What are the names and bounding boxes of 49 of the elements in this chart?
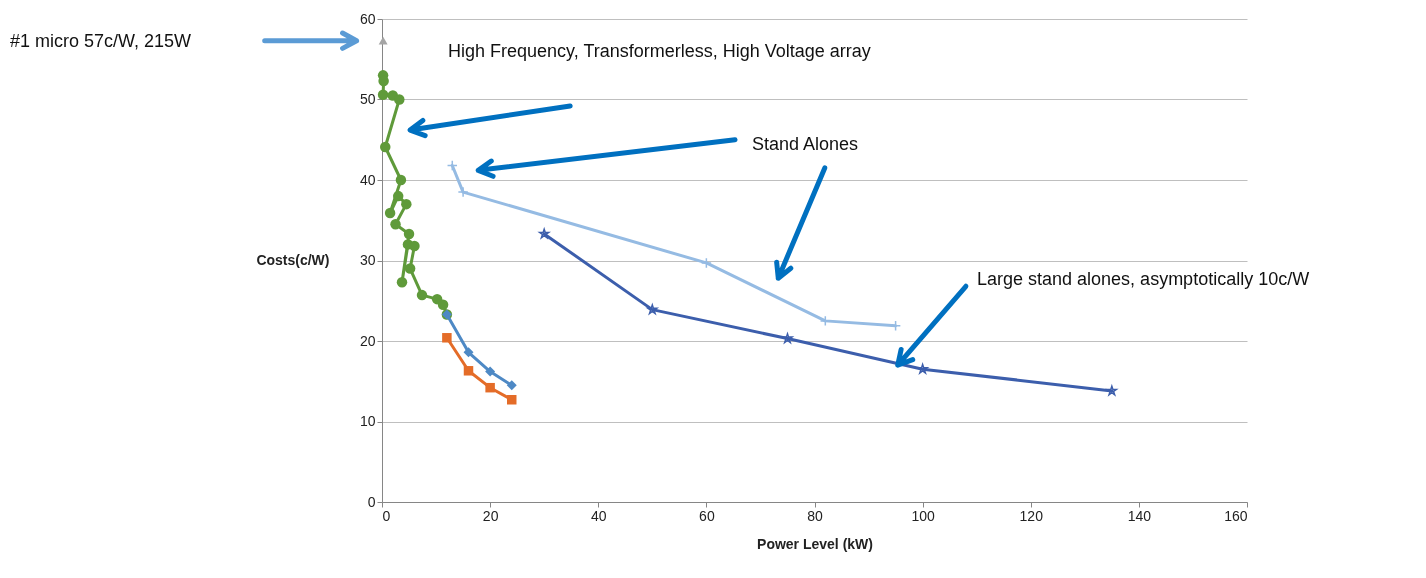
y-tick-label: 60 <box>359 10 376 27</box>
annotation: Large stand alones, asymptotically 10c/W <box>977 269 1310 289</box>
point <box>416 289 428 301</box>
point <box>485 366 496 377</box>
y-tick-label: 0 <box>367 493 376 510</box>
x-tick-label: 160 <box>1224 507 1248 524</box>
point <box>506 380 517 391</box>
point <box>384 207 396 219</box>
point <box>380 141 391 153</box>
point <box>392 190 404 202</box>
point <box>401 198 412 210</box>
point <box>507 395 517 405</box>
point <box>395 174 407 186</box>
x-tick-label: 40 <box>590 507 607 524</box>
point <box>485 382 495 393</box>
point <box>463 366 474 376</box>
point <box>700 257 712 269</box>
x-axis-title: Power Level (kW) <box>757 535 873 552</box>
y-tick-label: 10 <box>359 413 376 429</box>
y-axis-title: Costs(c/W) <box>256 251 330 268</box>
point <box>404 263 416 274</box>
text: #1 micro 57c/W, 215W <box>10 31 192 51</box>
y-tick-label: 30 <box>359 252 376 268</box>
point <box>463 347 474 358</box>
point <box>538 228 550 239</box>
point <box>1106 385 1118 396</box>
x-tick-label: 140 <box>1127 507 1152 524</box>
point <box>442 333 452 343</box>
point <box>446 160 458 171</box>
y-tick-label: 40 <box>359 171 376 188</box>
point <box>457 186 469 198</box>
x-tick-label: 60 <box>699 507 715 524</box>
point <box>409 240 420 252</box>
annotation: High Frequency, Transformerless, High Voltage array <box>448 41 871 61</box>
point <box>396 277 408 288</box>
point <box>394 94 405 105</box>
x-tick-label: 100 <box>911 507 936 524</box>
point <box>403 228 415 240</box>
point <box>437 299 449 311</box>
point <box>377 89 389 100</box>
x-tick-label: 80 <box>807 507 823 524</box>
y-tick-label: 50 <box>359 91 376 107</box>
annotation: Stand Alones <box>752 134 859 154</box>
point <box>390 219 401 230</box>
y-tick-label: 20 <box>359 332 376 349</box>
point <box>378 36 388 45</box>
x-tick-label: 20 <box>482 507 499 524</box>
x-tick-label: 120 <box>1019 507 1044 524</box>
x-tick-label: 0 <box>382 507 391 524</box>
